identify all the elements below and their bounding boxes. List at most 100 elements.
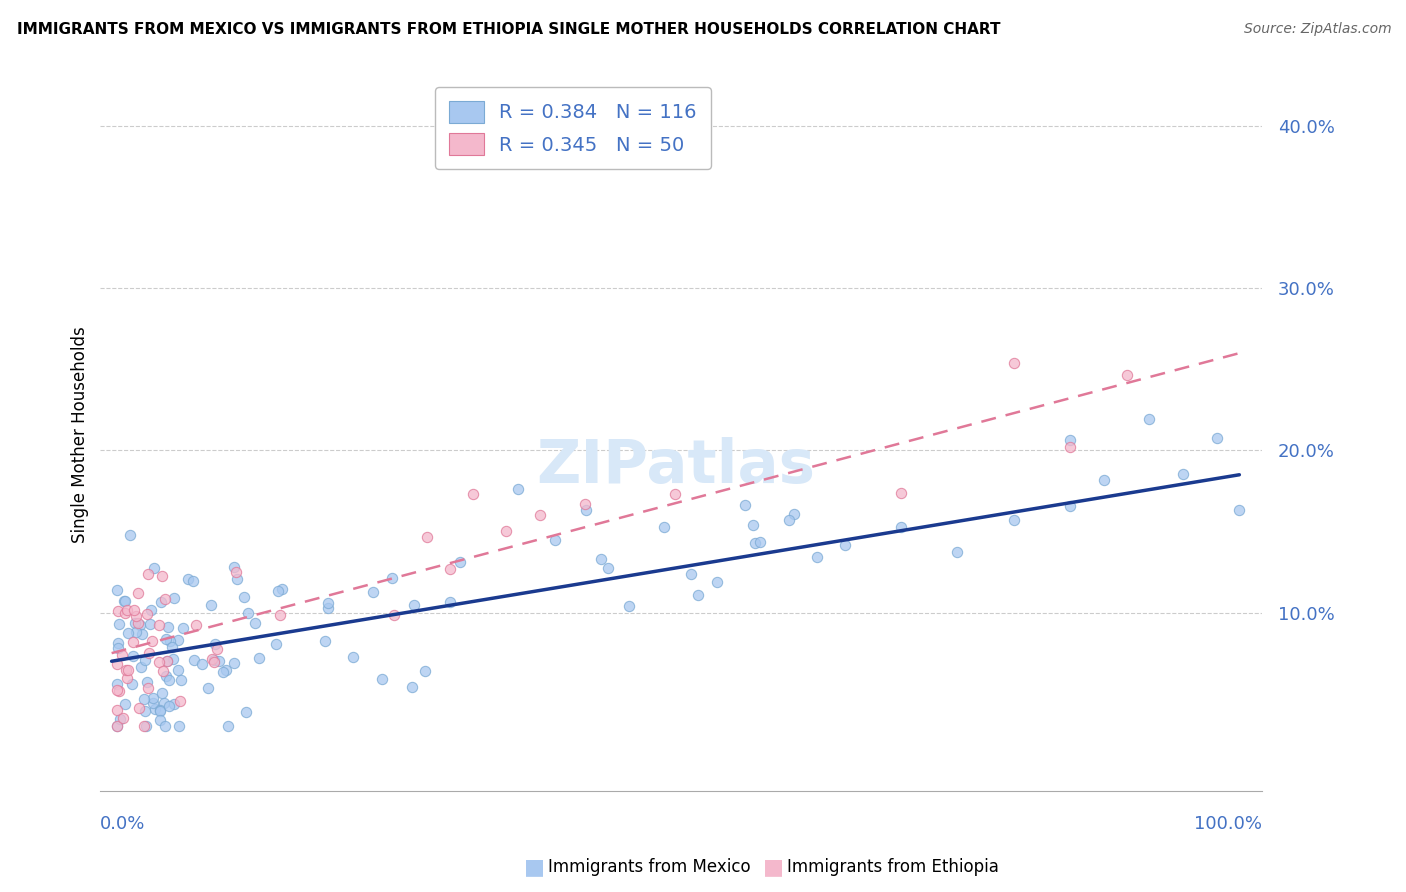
Point xyxy=(183,652,205,666)
Point xyxy=(222,657,245,671)
Point xyxy=(143,702,166,716)
Point xyxy=(111,711,134,725)
Point xyxy=(1092,473,1115,487)
Point xyxy=(543,533,565,548)
Point xyxy=(212,665,235,679)
Point xyxy=(806,550,828,565)
Point xyxy=(201,652,224,666)
Point xyxy=(167,719,190,733)
Point xyxy=(205,642,228,657)
Point xyxy=(686,589,709,603)
Text: Immigrants from Mexico: Immigrants from Mexico xyxy=(548,858,751,876)
Point xyxy=(1059,433,1081,447)
Point xyxy=(202,656,225,670)
Point xyxy=(105,657,128,672)
Point xyxy=(118,528,141,542)
Point xyxy=(112,593,135,607)
Point xyxy=(138,646,160,660)
Point xyxy=(163,698,186,712)
Point xyxy=(1059,440,1081,454)
Point xyxy=(148,617,170,632)
Point xyxy=(184,618,207,632)
Text: 0.0%: 0.0% xyxy=(100,815,146,833)
Point xyxy=(155,632,177,646)
Point xyxy=(138,567,160,582)
Point xyxy=(245,616,267,631)
Point xyxy=(232,591,254,605)
Point xyxy=(508,482,530,496)
Point xyxy=(314,633,336,648)
Point xyxy=(591,552,613,566)
Point xyxy=(149,703,172,717)
Point xyxy=(131,627,153,641)
Point xyxy=(204,637,226,651)
Point xyxy=(225,572,247,586)
Point xyxy=(155,719,177,733)
Point xyxy=(115,671,138,685)
Point xyxy=(1171,467,1194,481)
Point xyxy=(575,503,598,517)
Point xyxy=(742,517,765,532)
Point xyxy=(105,719,128,733)
Point xyxy=(110,712,132,726)
Point xyxy=(141,634,163,648)
Point xyxy=(142,696,165,710)
Point xyxy=(150,686,173,700)
Point xyxy=(162,652,184,666)
Point xyxy=(191,657,214,672)
Point xyxy=(215,663,238,677)
Point xyxy=(139,602,162,616)
Point xyxy=(152,696,174,710)
Point xyxy=(734,498,756,512)
Text: Immigrants from Ethiopia: Immigrants from Ethiopia xyxy=(787,858,1000,876)
Point xyxy=(783,507,806,521)
Point xyxy=(122,635,145,649)
Point xyxy=(402,598,425,612)
Text: ZIPatlas: ZIPatlas xyxy=(536,437,815,496)
Point xyxy=(381,571,404,585)
Point xyxy=(200,599,222,613)
Point xyxy=(150,569,173,583)
Point xyxy=(890,486,912,500)
Point xyxy=(318,601,340,615)
Point xyxy=(495,524,517,538)
Point xyxy=(152,664,174,678)
Point xyxy=(105,583,128,598)
Point xyxy=(117,626,139,640)
Point xyxy=(125,624,148,639)
Point xyxy=(197,681,219,695)
Point xyxy=(529,508,551,522)
Text: 100.0%: 100.0% xyxy=(1194,815,1263,833)
Point xyxy=(122,603,145,617)
Point xyxy=(1205,431,1227,445)
Point xyxy=(132,719,155,733)
Point xyxy=(416,530,439,544)
Point xyxy=(439,561,461,575)
Point xyxy=(167,663,190,677)
Point xyxy=(105,677,128,691)
Point xyxy=(371,672,394,686)
Point xyxy=(778,513,800,527)
Point xyxy=(1137,411,1160,425)
Point xyxy=(222,560,245,574)
Point xyxy=(129,660,152,674)
Point xyxy=(114,593,136,607)
Point xyxy=(156,654,179,668)
Point xyxy=(177,572,200,586)
Point xyxy=(105,719,128,733)
Point xyxy=(128,701,150,715)
Point xyxy=(148,655,170,669)
Point xyxy=(363,584,385,599)
Point xyxy=(159,633,181,648)
Point xyxy=(401,680,423,694)
Point xyxy=(132,692,155,706)
Point xyxy=(114,697,136,711)
Point xyxy=(679,566,702,581)
Text: IMMIGRANTS FROM MEXICO VS IMMIGRANTS FROM ETHIOPIA SINGLE MOTHER HOUSEHOLDS CORR: IMMIGRANTS FROM MEXICO VS IMMIGRANTS FRO… xyxy=(17,22,1001,37)
Point xyxy=(574,497,596,511)
Point xyxy=(105,702,128,716)
Point xyxy=(125,609,148,624)
Point xyxy=(834,538,856,552)
Point xyxy=(163,591,186,606)
Point xyxy=(1002,356,1025,370)
